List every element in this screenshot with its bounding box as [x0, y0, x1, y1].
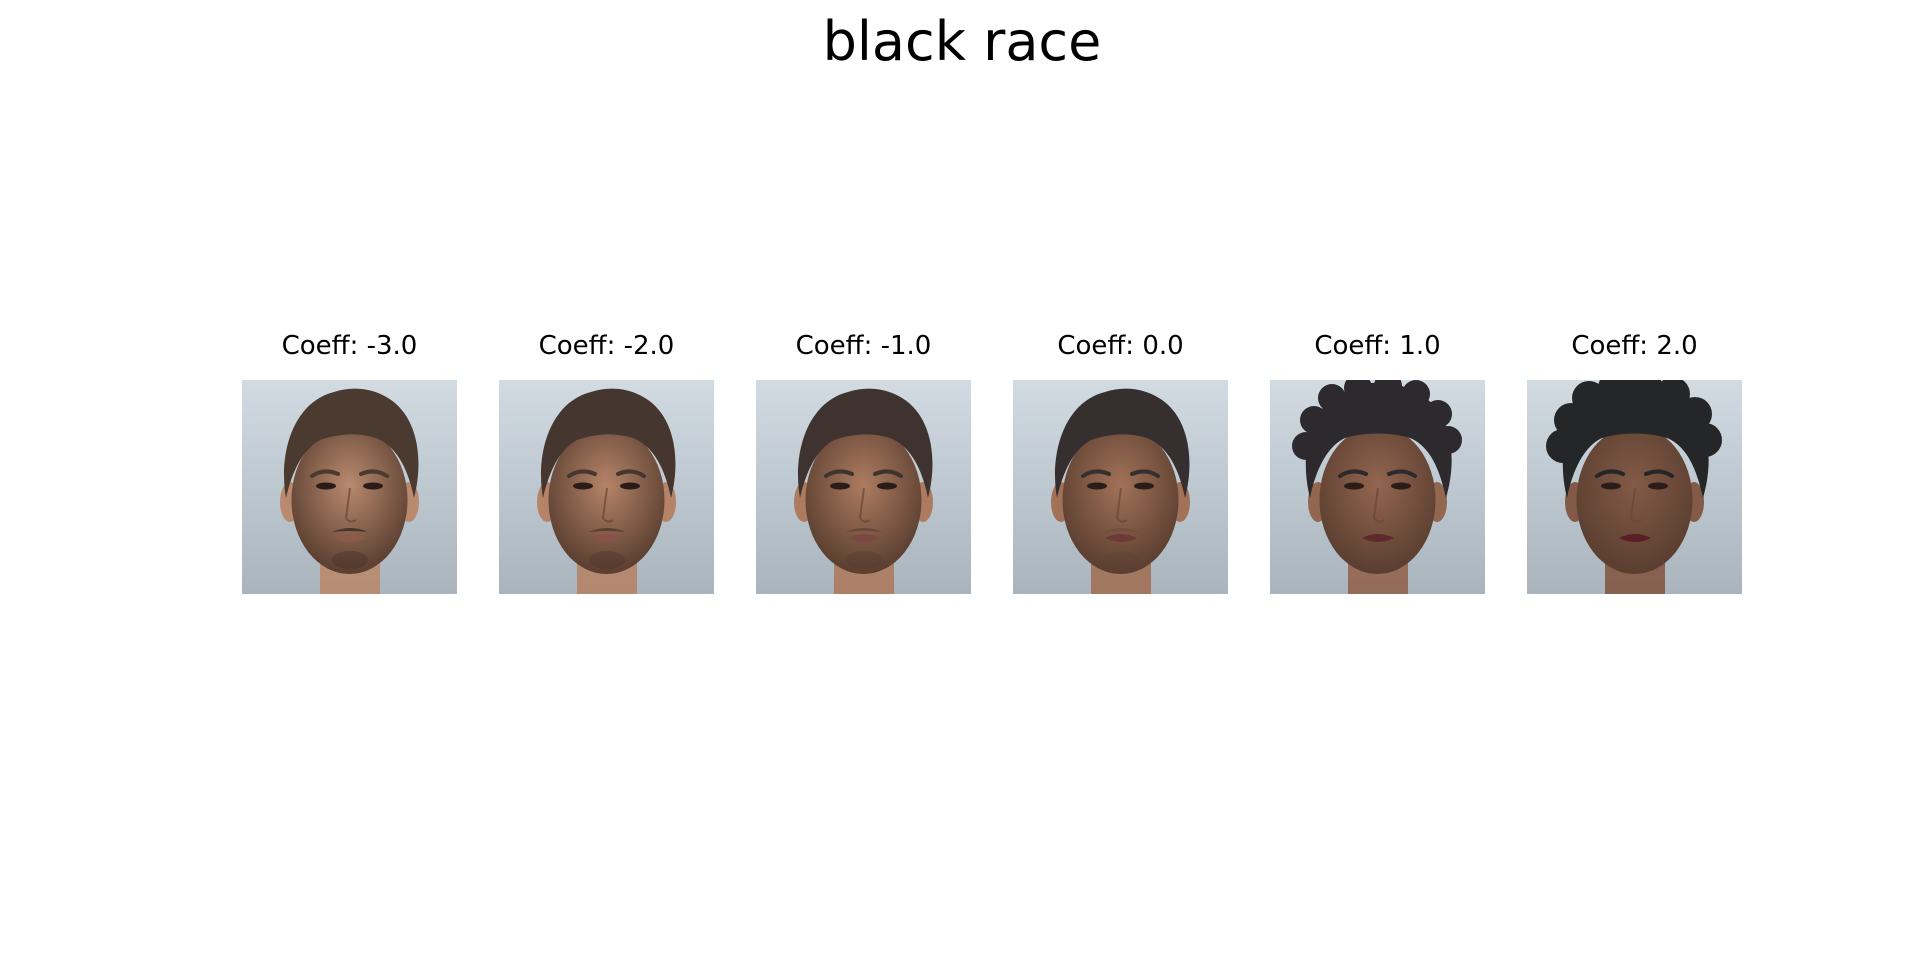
- panel-title: Coeff: 1.0: [1314, 331, 1441, 361]
- panel-title: Coeff: -2.0: [538, 331, 675, 361]
- face-image: [1527, 380, 1742, 594]
- face-image: [1013, 380, 1228, 594]
- figure-title: black race: [822, 10, 1102, 73]
- panel-title: Coeff: -3.0: [281, 331, 418, 361]
- face-image: [756, 380, 971, 594]
- panel-title: Coeff: 2.0: [1571, 331, 1698, 361]
- face-image: [499, 380, 714, 594]
- face-image: [1270, 380, 1485, 594]
- panel-title: Coeff: -1.0: [795, 331, 932, 361]
- panel-title: Coeff: 0.0: [1057, 331, 1184, 361]
- face-image: [242, 380, 457, 594]
